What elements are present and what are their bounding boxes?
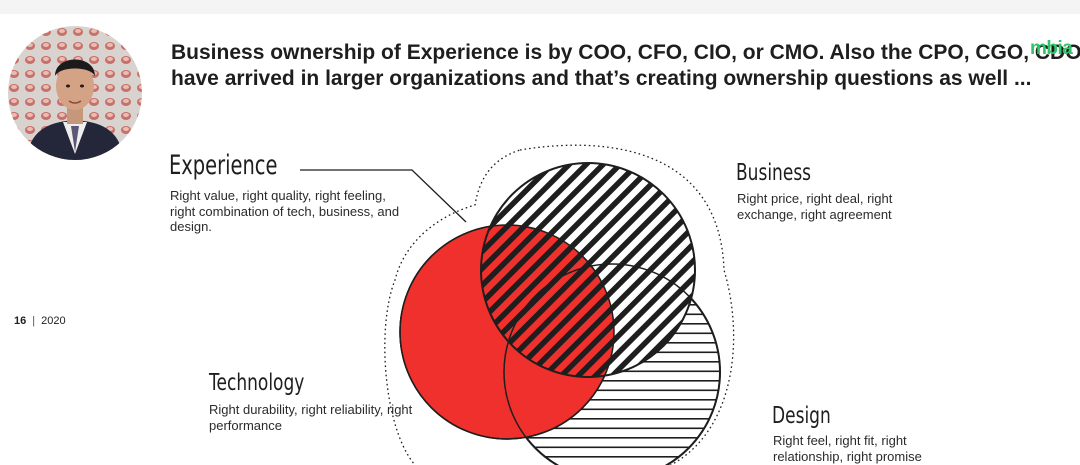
brand-logo: mbia <box>1030 38 1073 59</box>
design-title: Design <box>772 403 831 429</box>
design-description: Right feel, right fit, right relationshi… <box>773 433 922 464</box>
headline-line-2: have arrived in larger organizations and… <box>171 67 1032 90</box>
business-title: Business <box>736 160 812 186</box>
experience-description: Right value, right quality, right feelin… <box>170 188 400 234</box>
page-year: 2020 <box>41 315 66 327</box>
business-description: Right price, right deal, right exchange,… <box>737 191 893 222</box>
page-number: 16 | 2020 <box>14 315 66 327</box>
slide-headline: Business ownership of Experience is by C… <box>171 40 1080 92</box>
page-separator: | <box>32 315 36 327</box>
page-number-value: 16 <box>14 315 27 327</box>
technology-title: Technology <box>209 370 305 396</box>
presenter-avatar <box>8 26 142 160</box>
experience-leader-line <box>300 169 467 223</box>
top-strip <box>0 0 1080 14</box>
headline-line-1: Business ownership of Experience is by C… <box>171 41 1080 64</box>
presenter-video <box>8 26 142 160</box>
experience-title: Experience <box>169 150 278 181</box>
technology-description: Right durability, right reliability, rig… <box>209 402 413 433</box>
